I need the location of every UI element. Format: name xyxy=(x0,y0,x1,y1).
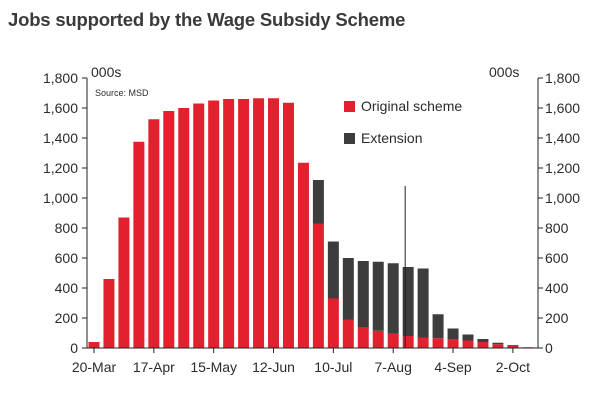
y-tick-label-right: 600 xyxy=(545,250,569,266)
bar-extension xyxy=(477,339,489,342)
x-tick-label: 7-Aug xyxy=(375,359,412,375)
bar-original-scheme xyxy=(282,102,294,348)
y-tick-label-right: 0 xyxy=(545,340,553,356)
source-note: Source: MSD xyxy=(95,88,149,98)
bar-original-scheme xyxy=(223,99,235,348)
y-tick-label-right: 400 xyxy=(545,280,569,296)
bar-extension xyxy=(387,263,399,334)
unit-label-left: 000s xyxy=(91,64,121,80)
y-tick-label-left: 1,600 xyxy=(43,100,78,116)
x-tick-label: 4-Sep xyxy=(434,359,472,375)
bar-original-scheme xyxy=(178,108,190,348)
bar-original-scheme xyxy=(477,342,489,348)
y-tick-label-right: 1,600 xyxy=(545,100,580,116)
bar-original-scheme xyxy=(208,100,220,348)
y-tick-label-right: 800 xyxy=(545,220,569,236)
y-tick-label-left: 0 xyxy=(70,340,78,356)
bar-original-scheme xyxy=(462,340,474,348)
bar-original-scheme xyxy=(118,217,130,348)
bar-original-scheme xyxy=(402,336,414,348)
y-tick-label-left: 1,800 xyxy=(43,70,78,86)
bar-original-scheme xyxy=(148,119,160,348)
bar-extension xyxy=(342,258,354,320)
x-tick-label: 12-Jun xyxy=(252,359,295,375)
bar-original-scheme xyxy=(342,319,354,348)
bar-original-scheme xyxy=(417,337,429,348)
bar-original-scheme xyxy=(103,279,115,348)
legend-swatch-original xyxy=(344,101,355,112)
chart-title: Jobs supported by the Wage Subsidy Schem… xyxy=(8,9,406,30)
bar-original-scheme xyxy=(133,141,145,348)
bar-original-scheme xyxy=(372,330,384,348)
bar-original-scheme xyxy=(163,111,175,348)
bar-original-scheme xyxy=(88,342,100,348)
legend-original-label: Original scheme xyxy=(361,98,462,114)
unit-label-right: 000s xyxy=(489,64,519,80)
y-tick-label-right: 1,200 xyxy=(545,160,580,176)
y-tick-label-left: 1,000 xyxy=(43,190,78,206)
bar-extension xyxy=(372,261,384,331)
bar-extension xyxy=(357,261,369,327)
bar-extension xyxy=(312,180,324,224)
legend-swatch-extension xyxy=(344,133,355,144)
bar-original-scheme xyxy=(492,344,504,348)
bar-original-scheme xyxy=(297,162,309,348)
bar-extension xyxy=(417,268,429,338)
bar-original-scheme xyxy=(312,223,324,348)
bar-original-scheme xyxy=(193,103,205,348)
bar-original-scheme xyxy=(357,327,369,348)
y-tick-label-left: 800 xyxy=(55,220,79,236)
bar-extension xyxy=(507,345,519,346)
bar-original-scheme xyxy=(253,98,265,348)
y-tick-label-right: 1,400 xyxy=(545,130,580,146)
y-tick-label-left: 200 xyxy=(55,310,79,326)
bar-extension xyxy=(402,267,414,336)
bar-original-scheme xyxy=(238,99,250,348)
y-tick-label-right: 1,800 xyxy=(545,70,580,86)
x-tick-label: 17-Apr xyxy=(133,359,175,375)
legend-extension-label: Extension xyxy=(361,130,422,146)
x-tick-label: 10-Jul xyxy=(314,359,352,375)
bar-original-scheme xyxy=(387,333,399,348)
bar-original-scheme xyxy=(327,298,339,348)
bar-original-scheme xyxy=(447,339,459,348)
bar-extension xyxy=(432,314,444,339)
y-tick-label-left: 1,400 xyxy=(43,130,78,146)
bar-original-scheme xyxy=(268,98,280,348)
y-tick-label-left: 600 xyxy=(55,250,79,266)
x-tick-label: 15-May xyxy=(190,359,237,375)
x-tick-label: 2-Oct xyxy=(496,359,530,375)
bar-extension xyxy=(492,342,504,345)
y-tick-label-left: 400 xyxy=(55,280,79,296)
bar-extension xyxy=(447,328,459,339)
bar-extension xyxy=(327,241,339,299)
x-tick-label: 20-Mar xyxy=(72,359,117,375)
y-tick-label-right: 1,000 xyxy=(545,190,580,206)
bar-original-scheme xyxy=(432,338,444,348)
y-tick-label-left: 1,200 xyxy=(43,160,78,176)
bar-original-scheme xyxy=(507,345,519,348)
bar-extension xyxy=(462,334,474,341)
y-tick-label-right: 200 xyxy=(545,310,569,326)
